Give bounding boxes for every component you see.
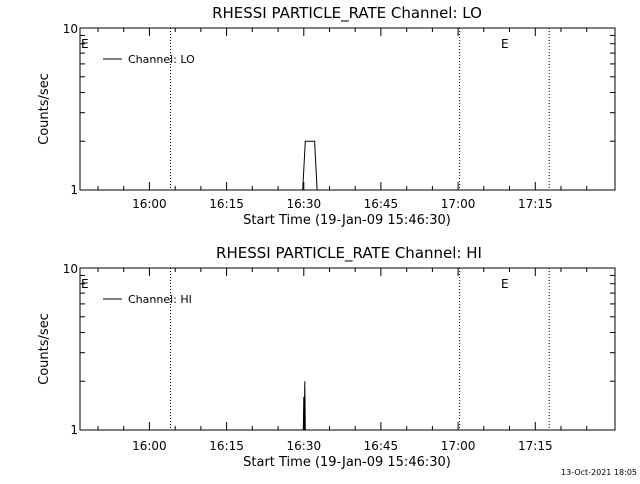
x-tick-label: 16:15: [209, 439, 244, 453]
x-tick-label: 17:15: [518, 197, 553, 211]
x-tick-label: 16:45: [364, 439, 399, 453]
x-tick-label: 17:15: [518, 439, 553, 453]
panel-hi: RHESSI PARTICLE_RATE Channel: HI Counts/…: [37, 244, 616, 470]
x-tick-label: 16:45: [364, 197, 399, 211]
x-axis-label: Start Time (19-Jan-09 15:46:30): [243, 455, 451, 470]
x-tick-label: 16:00: [132, 439, 167, 453]
chart-title: RHESSI PARTICLE_RATE Channel: HI: [216, 244, 482, 263]
legend-label: Channel: HI: [128, 293, 192, 306]
footer-timestamp: 13-Oct-2021 18:05: [561, 468, 637, 477]
x-tick-label: 16:00: [132, 197, 167, 211]
x-axis-label: Start Time (19-Jan-09 15:46:30): [243, 213, 451, 228]
y-tick-label-1: 1: [70, 423, 78, 437]
y-tick-label-10: 10: [63, 22, 78, 36]
y-tick-label-10: 10: [63, 262, 78, 276]
marker-label: E: [501, 277, 509, 291]
panel-lo: RHESSI PARTICLE_RATE Channel: LO Counts/…: [37, 4, 616, 228]
legend-label: Channel: LO: [128, 53, 195, 66]
marker-label: E: [501, 37, 509, 51]
x-tick-label: 16:15: [209, 197, 244, 211]
x-tick-label: 17:00: [441, 197, 476, 211]
x-tick-label: 16:30: [287, 197, 322, 211]
y-axis-label: Counts/sec: [37, 73, 52, 145]
chart-title: RHESSI PARTICLE_RATE Channel: LO: [212, 4, 482, 23]
series-line: [80, 381, 615, 431]
plot-marks: [80, 267, 615, 431]
y-tick-label-1: 1: [70, 183, 78, 197]
x-tick-label: 16:30: [287, 439, 322, 453]
x-tick-label: 17:00: [441, 439, 476, 453]
y-axis-label: Counts/sec: [37, 313, 52, 385]
series-line: [80, 140, 615, 191]
plot-marks: [80, 27, 615, 191]
